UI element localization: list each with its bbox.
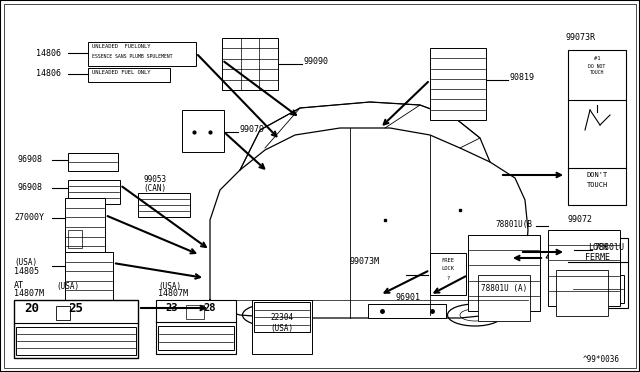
Bar — [186, 305, 204, 319]
Text: 22304: 22304 — [271, 314, 294, 323]
Text: ^99*0036: ^99*0036 — [583, 356, 620, 365]
Bar — [468, 235, 540, 311]
Bar — [65, 252, 113, 300]
Text: 99053: 99053 — [143, 176, 166, 185]
Text: 78801U (A): 78801U (A) — [481, 283, 527, 292]
Bar — [430, 253, 466, 295]
Text: 25: 25 — [68, 302, 83, 315]
Text: 78801U(B: 78801U(B — [495, 219, 532, 228]
Bar — [368, 304, 446, 318]
Text: 7880lU: 7880lU — [594, 244, 624, 253]
Bar — [568, 50, 626, 205]
Bar — [68, 180, 120, 204]
Bar — [252, 300, 312, 354]
Text: 14806: 14806 — [36, 48, 61, 58]
Bar — [254, 302, 310, 332]
Text: (USA): (USA) — [271, 324, 294, 333]
Text: 96908: 96908 — [18, 183, 43, 192]
Text: UNLEADED FUEL ONLY: UNLEADED FUEL ONLY — [92, 70, 150, 74]
Bar — [88, 68, 170, 82]
Bar — [88, 42, 196, 66]
Text: 96908: 96908 — [18, 155, 43, 164]
Text: (CAN): (CAN) — [143, 185, 166, 193]
Text: LOCK: LOCK — [442, 266, 454, 272]
Text: FERME: FERME — [586, 253, 611, 263]
Text: 14807M: 14807M — [158, 289, 188, 298]
Text: 90819: 90819 — [510, 74, 535, 83]
Text: TOUCH: TOUCH — [590, 71, 604, 76]
Bar — [222, 38, 278, 90]
Text: 28: 28 — [204, 303, 216, 313]
Text: (USA): (USA) — [14, 257, 37, 266]
Text: 99079: 99079 — [240, 125, 265, 135]
Bar — [16, 327, 136, 355]
Text: DO NOT: DO NOT — [588, 64, 605, 68]
Bar — [548, 230, 620, 306]
Bar — [568, 238, 628, 308]
Bar — [56, 306, 70, 320]
Bar — [68, 230, 82, 248]
Bar — [138, 193, 190, 217]
Bar — [68, 153, 118, 171]
Text: ?: ? — [446, 276, 450, 280]
Bar — [156, 300, 236, 354]
Bar — [65, 198, 105, 256]
Text: UNLEADED  FUELONLY: UNLEADED FUELONLY — [92, 45, 150, 49]
Bar — [556, 270, 608, 316]
Bar — [478, 275, 530, 321]
Text: AT: AT — [14, 282, 24, 291]
Bar — [572, 275, 624, 303]
Bar — [182, 110, 224, 152]
Text: LOCK: LOCK — [588, 244, 608, 253]
Bar — [430, 48, 486, 120]
Text: DON'T: DON'T — [586, 172, 607, 178]
Text: 14805: 14805 — [14, 266, 39, 276]
Text: ESSENCE SANS PLUMB SPULEMENT: ESSENCE SANS PLUMB SPULEMENT — [92, 54, 173, 58]
Text: 99090: 99090 — [304, 58, 329, 67]
Bar — [14, 300, 138, 358]
Text: (USA): (USA) — [56, 282, 79, 291]
Text: 96901: 96901 — [396, 294, 420, 302]
Text: (USA): (USA) — [158, 282, 181, 291]
Text: 99073R: 99073R — [565, 33, 595, 42]
Text: 99073M: 99073M — [350, 257, 380, 266]
Text: 99072: 99072 — [568, 215, 593, 224]
Text: #1: #1 — [594, 55, 600, 61]
Text: 20: 20 — [24, 302, 40, 315]
Bar — [158, 326, 234, 350]
Text: FREE: FREE — [442, 257, 454, 263]
Text: TOUCH: TOUCH — [586, 182, 607, 188]
Text: 23: 23 — [166, 303, 179, 313]
Text: 27000Y: 27000Y — [14, 214, 44, 222]
Text: 14806: 14806 — [36, 70, 61, 78]
Text: 14807M: 14807M — [14, 289, 44, 298]
